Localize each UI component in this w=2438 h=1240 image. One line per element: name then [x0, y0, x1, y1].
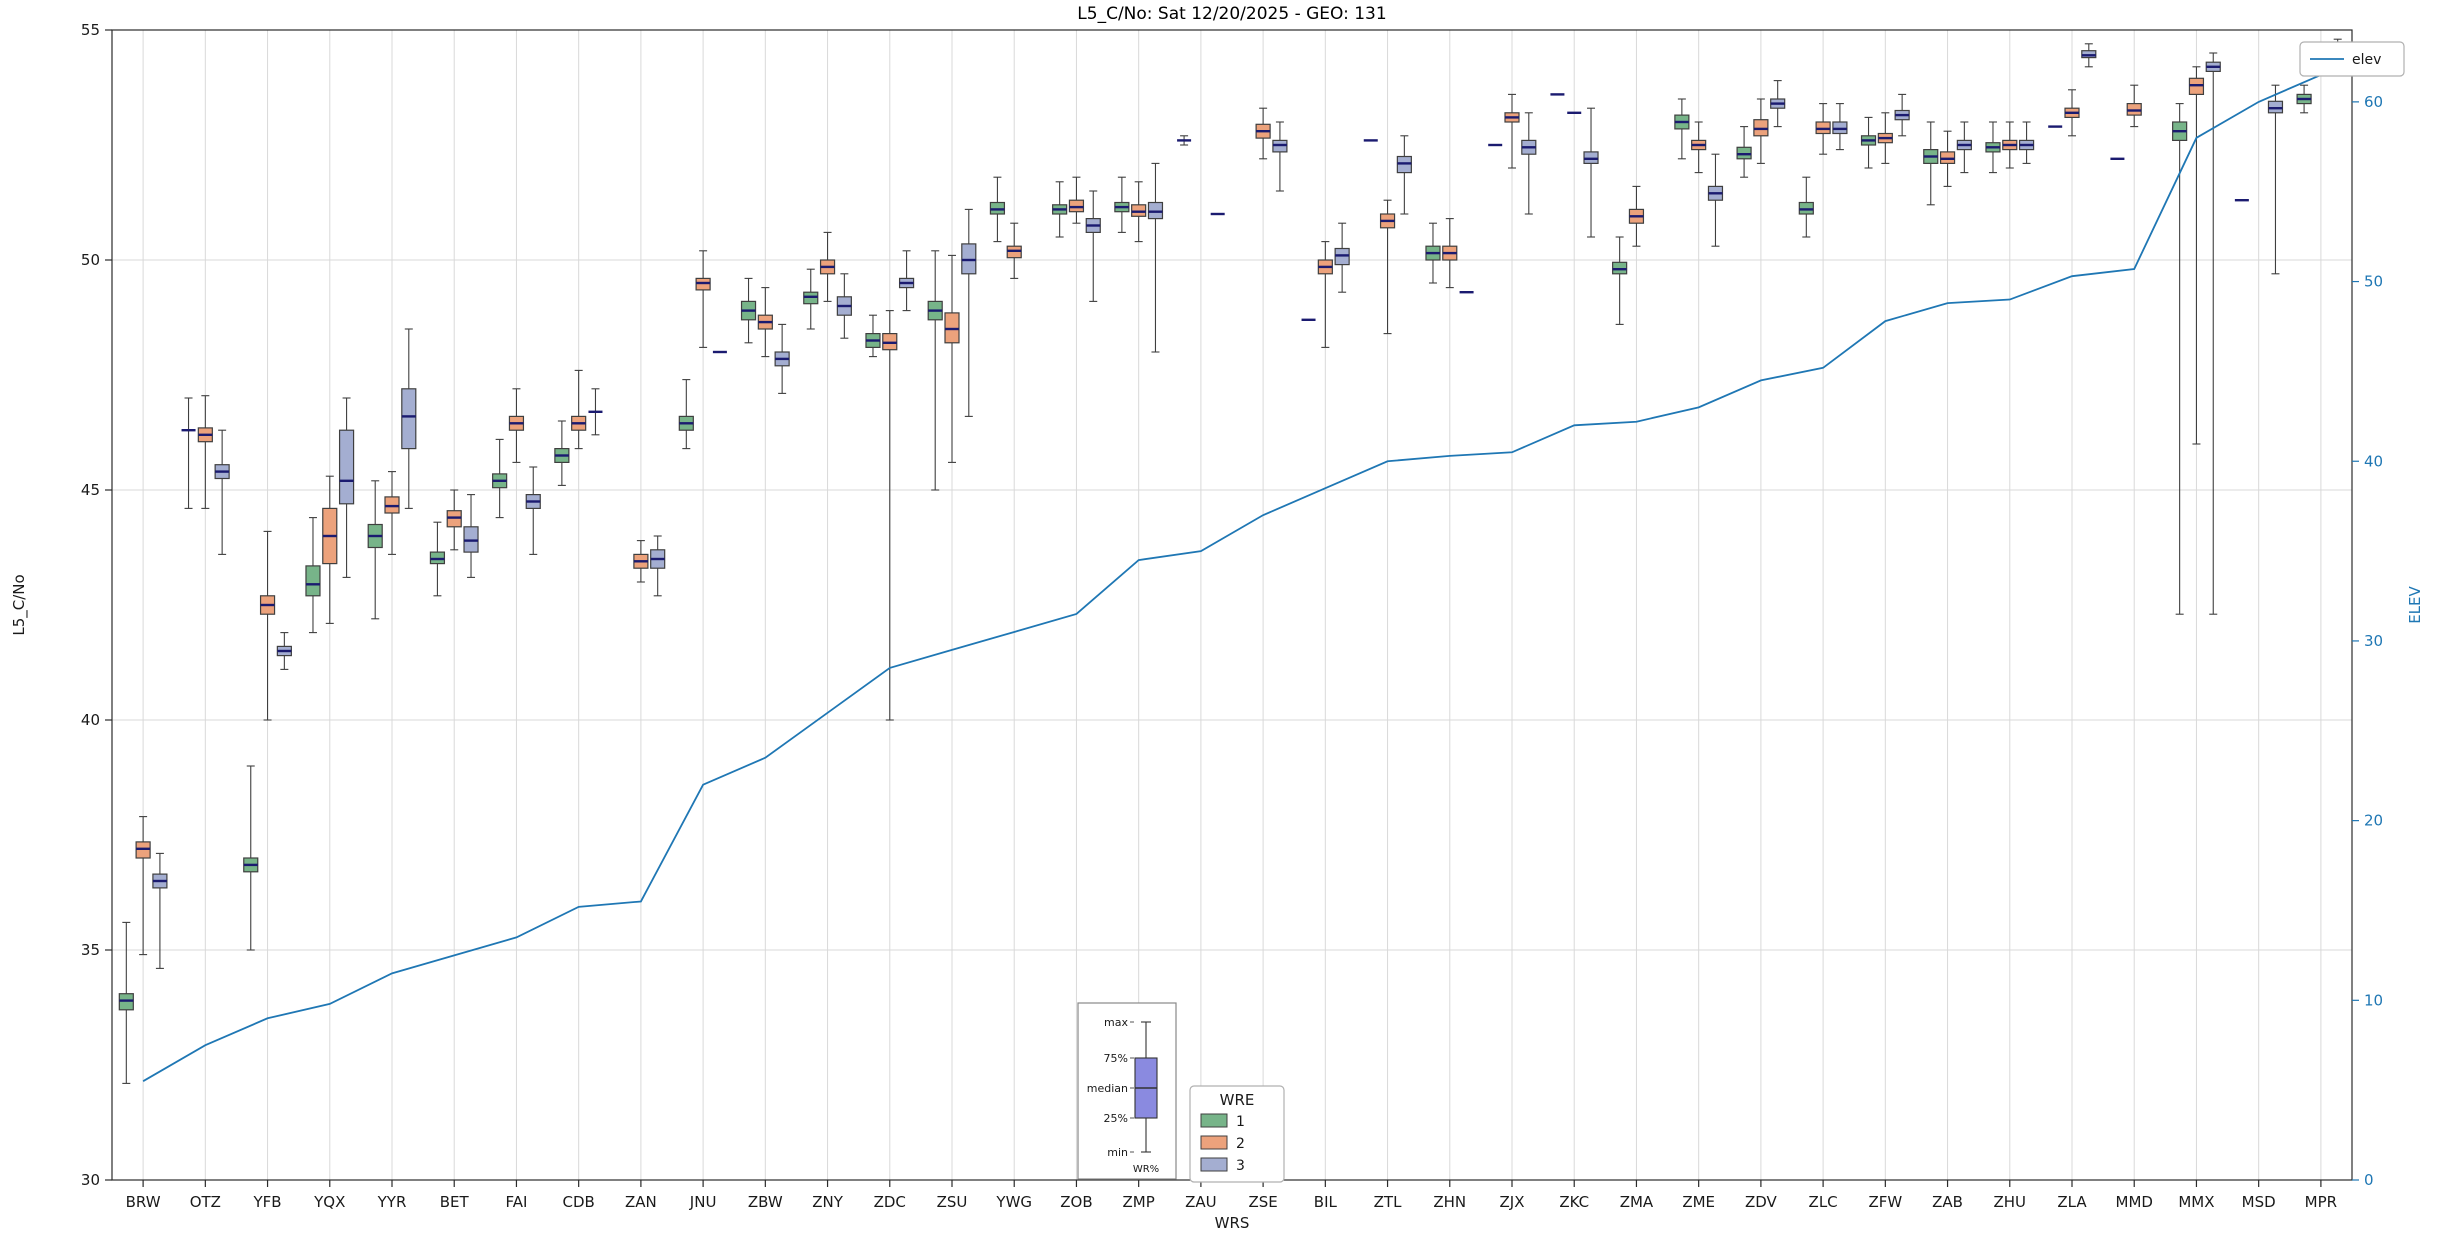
x-tick-label: ZMP	[1123, 1193, 1155, 1211]
y-axis-label: L5_C/No	[10, 574, 29, 635]
x-tick-label: ZDC	[874, 1193, 906, 1211]
y2-tick-label: 10	[2364, 991, 2383, 1009]
legend-elev-label: elev	[2352, 52, 2381, 68]
x-tick-label: JNU	[689, 1193, 717, 1211]
chart-title: L5_C/No: Sat 12/20/2025 - GEO: 131	[1077, 4, 1386, 24]
x-tick-label: ZJX	[1500, 1193, 1525, 1211]
x-tick-label: ZKC	[1559, 1193, 1589, 1211]
x-tick-label: ZSE	[1248, 1193, 1277, 1211]
inset-xlabel: WR%	[1133, 1164, 1159, 1175]
y-tick-label: 55	[81, 21, 100, 39]
y-axis-right: 0 10 20 30 40 50 60	[2352, 93, 2383, 1189]
x-tick-label: YYR	[377, 1193, 407, 1211]
x-tick-label: MMX	[2178, 1193, 2214, 1211]
x-tick-label: ZAN	[625, 1193, 657, 1211]
boxplot-box	[305, 565, 321, 597]
boxplot-anatomy-inset: max 75% median 25% min WR%	[1077, 1002, 1177, 1180]
legend-elev: elev	[2299, 41, 2405, 77]
x-tick-label: YWG	[995, 1193, 1032, 1211]
x-tick-label: ZHN	[1433, 1193, 1466, 1211]
x-axis: BRW OTZ YFB YQX YYR BET FAI CDB ZAN JNU ZBW ZNY ZDC Z…	[126, 1180, 2337, 1211]
y2-tick-label: 50	[2364, 273, 2383, 291]
x-tick-label: OTZ	[190, 1193, 221, 1211]
y-axis-left: 30 35 40 45 50 55	[81, 21, 112, 1189]
x-tick-label: MMD	[2116, 1193, 2153, 1211]
legend-wre-entry: 1	[1236, 1114, 1245, 1130]
y2-tick-label: 60	[2364, 93, 2383, 111]
x-tick-label: BIL	[1314, 1193, 1338, 1211]
y2-axis-label: ELEV	[2406, 585, 2424, 623]
x-tick-label: ZHU	[1994, 1193, 2027, 1211]
x-tick-label: ZBW	[748, 1193, 783, 1211]
x-tick-label: ZFW	[1868, 1193, 1902, 1211]
boxplot-box	[338, 429, 355, 505]
legend-swatch-2	[1200, 1135, 1228, 1150]
x-tick-label: MPR	[2305, 1193, 2337, 1211]
x-tick-label: ZME	[1682, 1193, 1715, 1211]
legend-swatch-3	[1200, 1157, 1228, 1172]
x-tick-label: BET	[440, 1193, 470, 1211]
y-tick-label: 50	[81, 251, 100, 269]
x-tick-label: ZSU	[937, 1193, 968, 1211]
y-tick-label: 35	[81, 941, 100, 959]
legend-wre-title: WRE	[1220, 1091, 1255, 1109]
x-tick-label: BRW	[126, 1193, 161, 1211]
x-tick-label: YQX	[313, 1193, 345, 1211]
legend-wre-entry: 3	[1236, 1158, 1245, 1174]
x-tick-label: YFB	[253, 1193, 282, 1211]
x-tick-label: ZAB	[1932, 1193, 1963, 1211]
y2-tick-label: 20	[2364, 812, 2383, 830]
x-tick-label: ZNY	[812, 1193, 843, 1211]
inset-label: max	[1104, 1016, 1128, 1029]
box-series-1	[118, 84, 2312, 1084]
x-tick-label: ZLC	[1809, 1193, 1838, 1211]
boxplot-box	[401, 388, 417, 450]
inset-label: 25%	[1104, 1112, 1128, 1125]
legend-wre: WRE 1 2 3	[1189, 1085, 1285, 1183]
legend-wre-entry: 2	[1236, 1136, 1245, 1152]
box-series-2	[135, 66, 2205, 956]
x-axis-label: WRS	[1215, 1214, 1250, 1232]
x-tick-label: ZAU	[1185, 1193, 1217, 1211]
y2-tick-label: 0	[2364, 1171, 2374, 1189]
x-tick-label: ZLA	[2057, 1193, 2087, 1211]
elev-line	[142, 74, 2322, 1082]
x-tick-label: MSD	[2242, 1193, 2276, 1211]
x-tick-label: ZOB	[1060, 1193, 1092, 1211]
inset-label: median	[1087, 1082, 1128, 1095]
legend-swatch-1	[1200, 1113, 1228, 1128]
x-tick-label: ZTL	[1374, 1193, 1402, 1211]
y2-tick-label: 40	[2364, 452, 2383, 470]
y-tick-label: 45	[81, 481, 100, 499]
x-tick-label: ZMA	[1620, 1193, 1654, 1211]
x-tick-label: FAI	[505, 1193, 527, 1211]
y-tick-label: 30	[81, 1171, 100, 1189]
inset-label: 75%	[1104, 1052, 1128, 1065]
inset-label: min	[1107, 1146, 1128, 1159]
x-tick-label: ZDV	[1745, 1193, 1778, 1211]
y2-tick-label: 30	[2364, 632, 2383, 650]
y-tick-label: 40	[81, 711, 100, 729]
x-tick-label: CDB	[563, 1193, 595, 1211]
